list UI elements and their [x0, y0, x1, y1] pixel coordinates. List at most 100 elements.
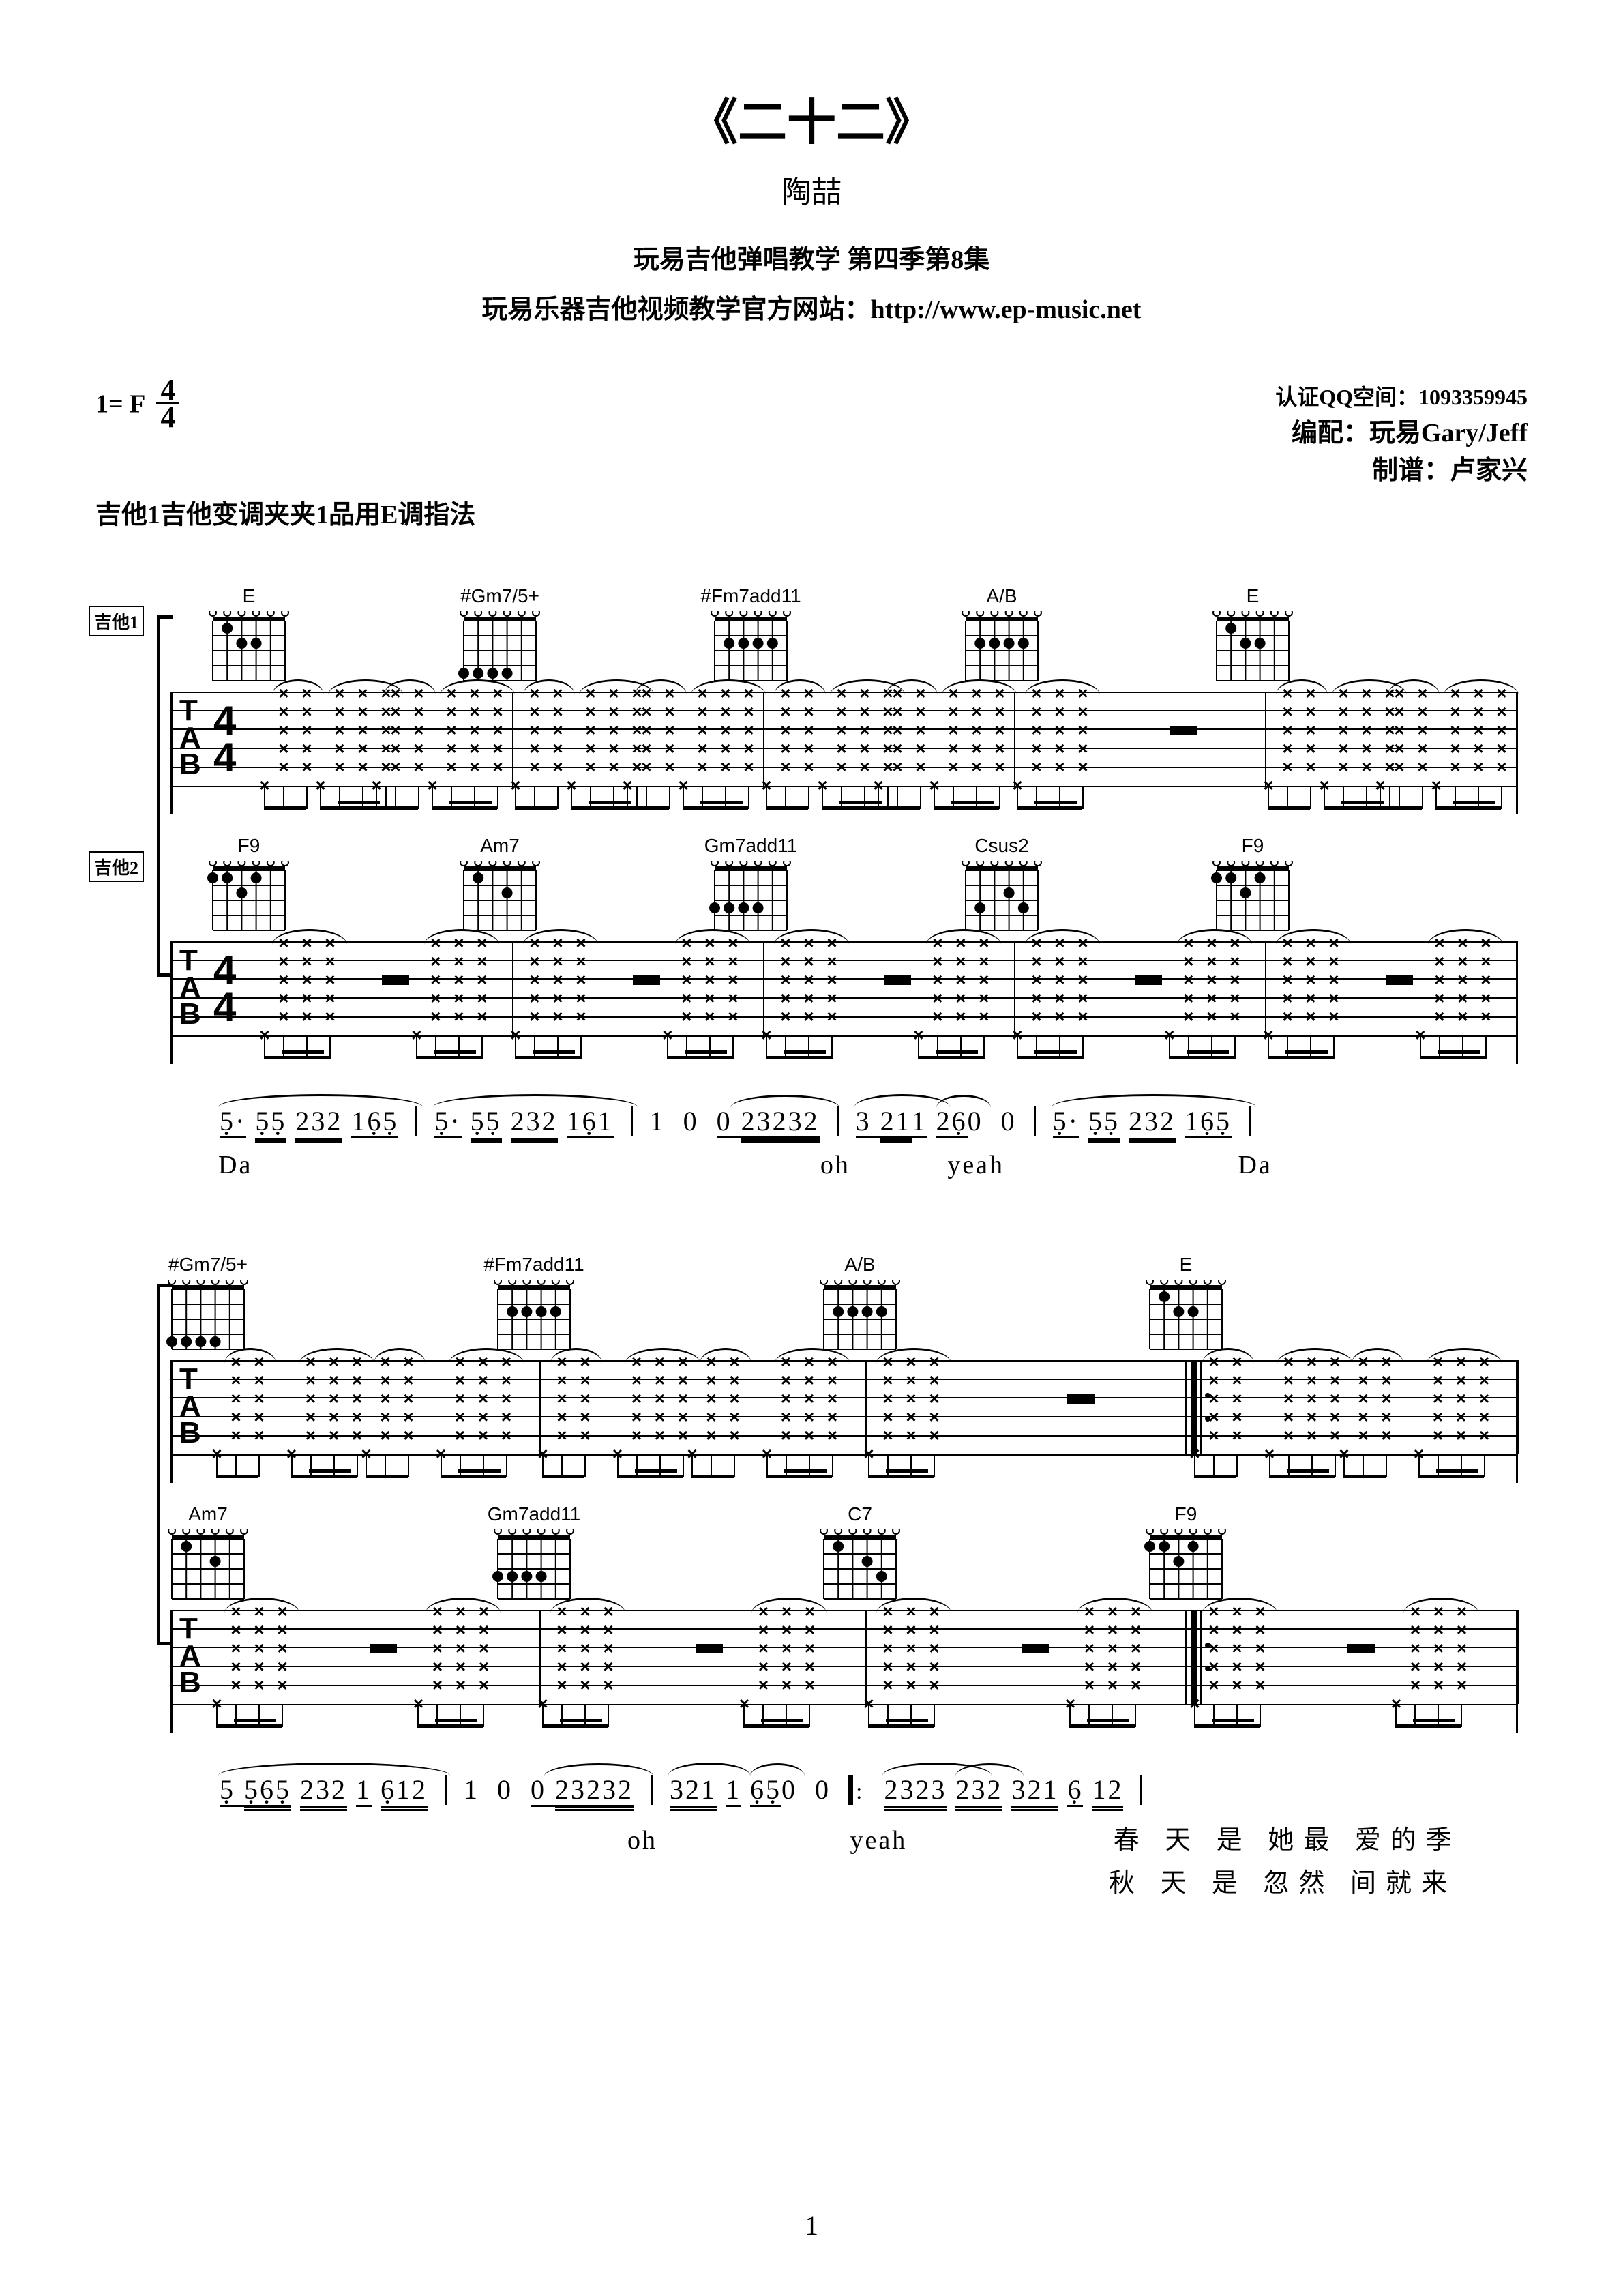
chord-grid [456, 861, 544, 936]
chord-diagram: E [1195, 585, 1311, 686]
chord-name: F9 [1195, 835, 1311, 857]
chord-grid [1142, 1529, 1230, 1604]
artist-name: 陶喆 [95, 167, 1528, 211]
credits-block: 认证QQ空间：1093359945 编配：玩易Gary/Jeff 制谱：卢家兴 [1275, 380, 1528, 486]
chord-grid [957, 861, 1046, 936]
song-title: 《二十二》 [95, 82, 1528, 153]
chord-grid [456, 611, 544, 686]
key-label: 1= F [95, 390, 145, 419]
chord-grid [205, 611, 293, 686]
chord-grid [706, 611, 795, 686]
tab-clef: TAB [179, 1615, 201, 1696]
lyric-yeah: yeah [850, 1826, 908, 1855]
chord-diagram: F9 [1128, 1503, 1244, 1604]
chord-grid [205, 861, 293, 936]
system-1: E#Gm7/5+#Fm7add11A/BE 吉他1 TAB 44 ×××××××… [95, 585, 1528, 1199]
chord-diagram: Gm7add11 [693, 835, 809, 936]
chord-row-g2-s1: F9Am7Gm7add11Csus2F9 [218, 835, 1562, 937]
tab-timesig: 44 [213, 952, 236, 1026]
guitar1-label: 吉他1 [89, 606, 144, 636]
chord-grid [1208, 861, 1297, 936]
chord-diagram: Csus2 [944, 835, 1060, 936]
chord-name: Gm7add11 [693, 835, 809, 857]
lyrics-s2-2: 秋 天 是 忽然 间就来 [218, 1861, 1528, 1899]
chord-grid [706, 861, 795, 936]
tab-clef: TAB [179, 1366, 201, 1447]
chord-grid [490, 1280, 578, 1355]
chord-name: F9 [191, 835, 307, 857]
page-number: 1 [805, 2209, 818, 2241]
chord-name: A/B [944, 585, 1060, 607]
chord-name: Am7 [442, 835, 558, 857]
tab-staff-g2-s2: TAB ××××××××××××××××××××××××××××××××××××… [170, 1610, 1518, 1733]
key-signature: 1= F 4 4 [95, 380, 179, 486]
lyrics-s2-1: oh yeah 春 天 是 她最 爱的季 [218, 1819, 1528, 1856]
tab-timesig: 44 [213, 703, 236, 776]
chord-name: #Gm7/5+ [442, 585, 558, 607]
lyrics-s1: Da oh yeah Da [218, 1150, 1528, 1180]
chord-diagram: E [191, 585, 307, 686]
chord-diagram: A/B [944, 585, 1060, 686]
chord-grid [816, 1529, 904, 1604]
numbered-notation-s1: 5· 55 232 165 5· 55 232 161 1 0 0 23232 … [218, 1105, 1528, 1139]
lyric-chinese-1: 春 天 是 她最 爱的季 [1114, 1826, 1461, 1855]
transcriber-info: 制谱：卢家兴 [1275, 449, 1528, 486]
numbered-notation-s2: 5 565 232 1 612 1 0 0 23232 321 1 650 0 … [218, 1773, 1528, 1808]
meta-row: 1= F 4 4 认证QQ空间：1093359945 编配：玩易Gary/Jef… [95, 380, 1528, 486]
lyric-chinese-2: 秋 天 是 忽然 间就来 [1109, 1869, 1457, 1898]
chord-row-g2-s2: Am7Gm7add11C7F9 [218, 1503, 1562, 1606]
course-info: 玩易吉他弹唱教学 第四季第8集 [95, 238, 1528, 276]
tab-clef: TAB [179, 697, 201, 778]
chord-diagram: A/B [802, 1254, 918, 1355]
chord-diagram: F9 [191, 835, 307, 936]
chord-grid [1142, 1280, 1230, 1355]
tab-clef: TAB [179, 947, 201, 1028]
chord-name: #Fm7add11 [693, 585, 809, 607]
chord-diagram: Am7 [442, 835, 558, 936]
chord-name: Gm7add11 [476, 1503, 592, 1525]
chord-grid [816, 1280, 904, 1355]
chord-diagram: C7 [802, 1503, 918, 1604]
chord-grid [957, 611, 1046, 686]
chord-name: C7 [802, 1503, 918, 1525]
tab-staff-g2-s1: TAB 44 ×××××××××××××××××××××××××××××××××… [170, 941, 1518, 1064]
chord-grid [490, 1529, 578, 1604]
lyric-oh: oh [627, 1826, 657, 1855]
chord-grid [164, 1529, 252, 1604]
chord-name: A/B [802, 1254, 918, 1276]
chord-name: E [1128, 1254, 1244, 1276]
guitar2-label: 吉他2 [89, 851, 144, 882]
lyric-oh: oh [820, 1151, 850, 1179]
time-signature: 4 4 [156, 377, 179, 430]
chord-row-g1-s2: #Gm7/5+#Fm7add11A/BE [218, 1254, 1562, 1356]
chord-diagram: #Fm7add11 [693, 585, 809, 686]
chord-diagram: Am7 [150, 1503, 266, 1604]
lyric-yeah: yeah [947, 1151, 1004, 1179]
chord-name: Csus2 [944, 835, 1060, 857]
system-2: #Gm7/5+ #Fm7add11 A/B E TAB ×××××××××××××××… [95, 1254, 1528, 1922]
arranger-info: 编配：玩易Gary/Jeff [1275, 411, 1528, 449]
page: 《二十二》 陶喆 玩易吉他弹唱教学 第四季第8集 玩易乐器吉他视频教学官方网站：… [0, 0, 1623, 2296]
chord-name: Am7 [150, 1503, 266, 1525]
chord-row-g1-s1: E#Gm7/5+#Fm7add11A/BE [218, 585, 1562, 688]
chord-diagram: #Fm7add11 [476, 1254, 592, 1355]
lyric-da: Da [218, 1151, 252, 1179]
chord-diagram: F9 [1195, 835, 1311, 936]
capo-instruction: 吉他1吉他变调夹夹1品用E调指法 [95, 493, 1528, 531]
chord-name: #Gm7/5+ [150, 1254, 266, 1276]
chord-grid [1208, 611, 1297, 686]
tab-lines [173, 1610, 1516, 1704]
lyric-da2: Da [1238, 1151, 1272, 1179]
chord-diagram: #Gm7/5+ [442, 585, 558, 686]
tab-staff-g1-s2: TAB ××××××××××××××××××××××××××××××××××××… [170, 1360, 1518, 1483]
chord-name: E [1195, 585, 1311, 607]
chord-diagram: Gm7add11 [476, 1503, 592, 1604]
website-info: 玩易乐器吉他视频教学官方网站：http://www.ep-music.net [95, 288, 1528, 325]
chord-grid [164, 1280, 252, 1355]
time-sig-denominator: 4 [156, 404, 179, 430]
qq-info: 认证QQ空间：1093359945 [1275, 380, 1528, 411]
tab-staff-g1-s1: TAB 44 ×××××××××××××××××××××××××××××××××… [170, 692, 1518, 814]
chord-name: F9 [1128, 1503, 1244, 1525]
chord-name: #Fm7add11 [476, 1254, 592, 1276]
chord-name: E [191, 585, 307, 607]
